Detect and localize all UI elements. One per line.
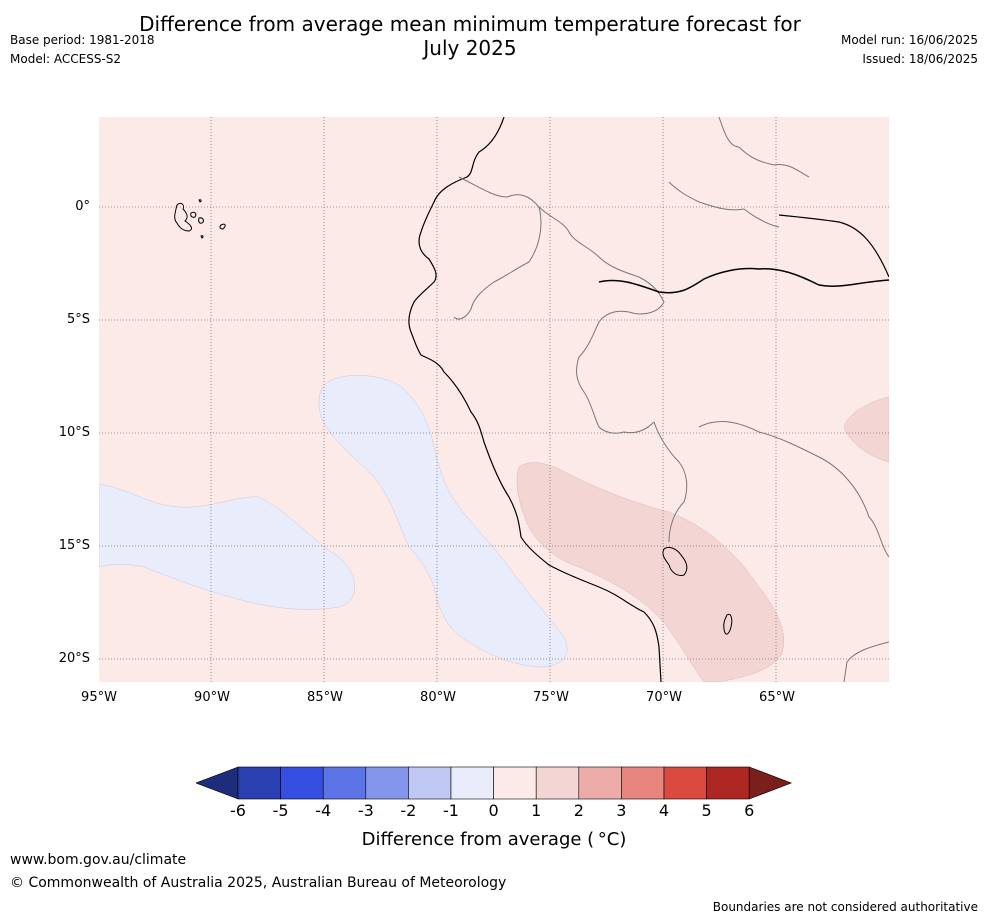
anomaly-region-cool-central <box>318 375 568 668</box>
colorbar-tick-label: 1 <box>531 801 542 820</box>
lon-label-70w: 70°W <box>646 690 682 705</box>
rio-negro <box>778 214 889 278</box>
lon-label-95w: 95°W <box>81 690 117 705</box>
disclaimer-text: Boundaries are not considered authoritat… <box>712 900 978 914</box>
colorbar-swatch <box>280 766 324 800</box>
lon-label-80w: 80°W <box>420 690 456 705</box>
colorbar-swatch <box>663 766 707 800</box>
colorbar-swatch <box>450 766 494 800</box>
coastline <box>408 117 662 682</box>
lat-label-20s: 20°S <box>58 651 90 666</box>
colorbar-segments <box>196 766 793 800</box>
website-link[interactable]: www.bom.gov.au/climate <box>10 852 187 868</box>
colorbar-swatch <box>535 766 580 800</box>
lon-label-75w: 75°W <box>533 690 569 705</box>
colorbar-tick-label: 4 <box>658 801 670 820</box>
copyright-text: © Commonwealth of Australia 2025, Austra… <box>10 875 507 891</box>
colorbar-tick-label: 0 <box>488 801 499 820</box>
colorbar-swatch <box>322 766 367 800</box>
anomaly-region-warm-east <box>843 396 889 463</box>
colorbar-tick-label: -2 <box>400 801 417 820</box>
base-period-text: Base period: 1981-2018 <box>10 33 155 47</box>
colorbar-tick-label: 3 <box>616 801 627 820</box>
lat-label-15s: 15°S <box>58 538 90 553</box>
issued-text: Issued: 18/06/2025 <box>862 52 978 66</box>
colorbar-tick-label: -5 <box>272 801 289 820</box>
anomaly-region-cool-west <box>99 483 355 610</box>
map-title: Difference from average mean minimum tem… <box>0 12 988 60</box>
lat-label-5s: 5°S <box>66 312 90 327</box>
colorbar-tick-label: -1 <box>443 801 459 820</box>
title-line-1: Difference from average mean minimum tem… <box>139 12 801 36</box>
colorbar-tick-label: 5 <box>701 801 712 820</box>
lake-poopo <box>723 613 733 635</box>
colorbar-tick-label: 2 <box>573 801 584 820</box>
lon-label-65w: 65°W <box>759 690 795 705</box>
graticule <box>99 117 889 682</box>
colorbar-swatch <box>621 766 665 800</box>
colorbar-title: Difference from average ( °C) <box>361 829 627 850</box>
colorbar-swatch <box>365 766 409 800</box>
colorbar-tick-label: -3 <box>357 801 374 820</box>
colorbar-tick-label: -4 <box>315 801 332 820</box>
colorbar-swatch <box>408 766 452 800</box>
lake-titicaca <box>662 546 688 576</box>
colorbar-extend-low <box>196 766 239 800</box>
colorbar <box>196 766 793 800</box>
anomaly-region-warm-altiplano <box>516 462 785 682</box>
lon-label-90w: 90°W <box>194 690 230 705</box>
model-run-text: Model run: 16/06/2025 <box>840 33 978 47</box>
lon-label-85w: 85°W <box>307 690 343 705</box>
lat-label-0: 0° <box>75 199 90 214</box>
amazon-river <box>598 267 889 294</box>
colorbar-swatch <box>237 766 281 800</box>
colorbar-swatch <box>578 766 622 800</box>
forecast-map <box>99 117 889 682</box>
colorbar-tick-label: 6 <box>744 801 755 820</box>
colorbar-extend-high <box>748 766 793 800</box>
colorbar-tick-label: -6 <box>230 801 246 820</box>
title-line-2: July 2025 <box>423 36 517 60</box>
galapagos-islands <box>174 199 226 239</box>
colorbar-swatch <box>493 766 537 800</box>
colorbar-swatch <box>706 766 750 800</box>
model-text: Model: ACCESS-S2 <box>10 52 122 66</box>
country-borders <box>453 117 889 682</box>
lat-label-10s: 10°S <box>58 425 90 440</box>
